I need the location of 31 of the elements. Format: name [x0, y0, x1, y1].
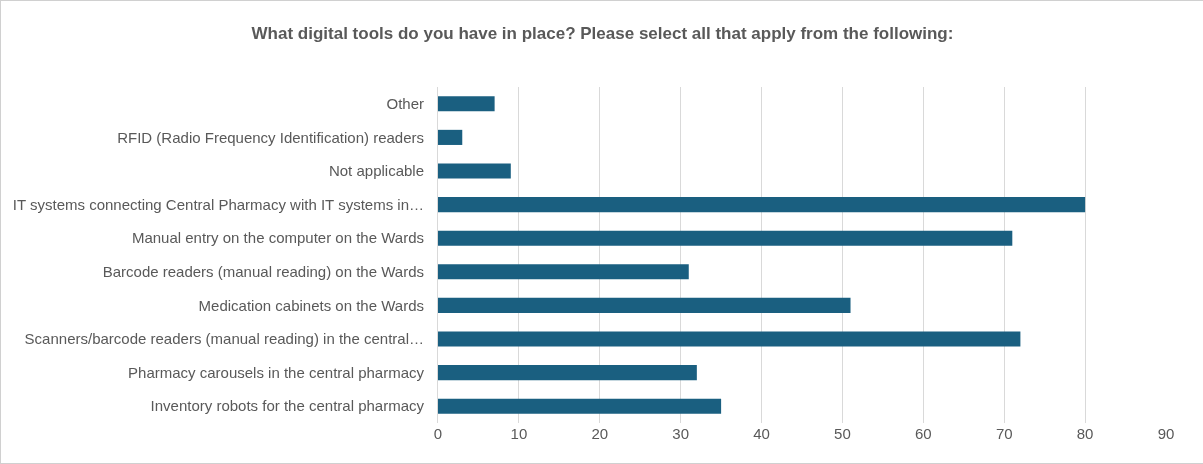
bar	[438, 365, 697, 381]
bar	[438, 230, 1013, 246]
chart-title: What digital tools do you have in place? Please select all that apply from the following:	[251, 24, 954, 44]
bar	[438, 264, 689, 280]
x-tick-label: 10	[510, 425, 528, 442]
y-tick-label: Manual entry on the computer on the Wards	[131, 229, 424, 247]
bar	[438, 163, 511, 179]
y-tick-label: RFID (Radio Frequency Identification) readers	[117, 128, 424, 146]
y-tick-label: Other	[386, 95, 424, 113]
x-tick-label: 90	[1157, 425, 1175, 442]
bar	[438, 96, 495, 112]
y-tick-label: Medication cabinets on the Wards	[198, 296, 424, 314]
x-tick-label: 70	[995, 425, 1013, 442]
x-tick-label: 80	[1076, 425, 1094, 442]
bar	[438, 297, 851, 313]
y-tick-label: Scanners/barcode readers (manual reading) in the central…	[24, 330, 424, 348]
bar	[438, 129, 463, 145]
bar	[438, 331, 1021, 347]
x-tick-label: 50	[834, 425, 851, 442]
y-tick-label: Inventory robots for the central pharmacy	[150, 397, 425, 415]
bar	[438, 197, 1086, 213]
bar	[438, 398, 722, 414]
x-tick-label: 20	[591, 425, 609, 442]
y-tick-label: Pharmacy carousels in the central pharmacy	[128, 363, 425, 381]
y-tick-label: IT systems connecting Central Pharmacy with IT systems in…	[12, 195, 424, 213]
y-tick-label: Barcode readers (manual reading) on the Wards	[102, 263, 424, 281]
x-tick-label: 30	[672, 425, 690, 442]
x-tick-label: 40	[753, 425, 770, 442]
y-tick-label: Not applicable	[328, 162, 424, 180]
x-tick-label: 60	[914, 425, 932, 442]
x-tick-label: 0	[433, 425, 443, 442]
